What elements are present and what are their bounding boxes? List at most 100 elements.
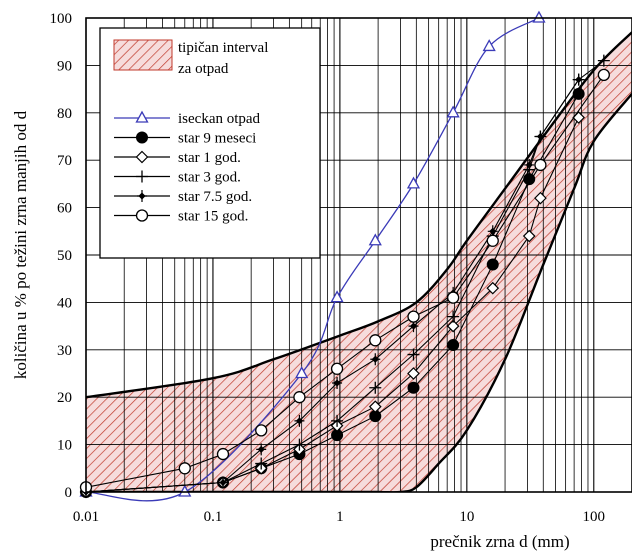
marker-triangle [406,176,421,189]
data-point [534,158,547,172]
marker-diamond [534,191,547,205]
legend-label: star 3 god. [178,170,241,186]
marker-plus [136,170,148,183]
x-tick-label: 0.1 [204,509,223,525]
data-point [331,414,344,427]
data-point [255,457,268,470]
plot-frame [85,17,632,493]
series-line [85,74,605,488]
data-point [446,105,460,118]
legend-label-band-line1: tipičan interval [178,40,268,56]
data-point [597,68,610,82]
data-point [407,367,420,380]
x-tick-label: 0.01 [73,509,99,525]
series-1 [79,10,546,502]
marker-diamond [522,229,536,243]
marker-triangle [532,10,546,23]
data-point [256,443,267,456]
x-tick-label: 100 [583,509,606,525]
data-point [216,447,230,461]
data-point [447,310,460,323]
marker-open-circle [369,334,382,347]
marker-star-center [333,379,341,387]
marker-open-circle [534,158,547,172]
legend-label: star 9 meseci [178,131,256,147]
data-point [446,319,460,333]
data-point [178,484,192,497]
data-point [255,424,268,437]
data-point [486,258,499,271]
data-point [135,209,149,222]
marker-plus [293,438,306,451]
marker-triangle [446,105,460,118]
y-tick-label: 40 [57,295,72,311]
legend-label: star 15 god. [178,209,248,225]
data-point [370,353,381,366]
legend: tipičan interval za otpad iseckan otpad s… [99,27,321,259]
data-point [136,170,148,183]
data-point [178,462,191,475]
x-axis-title: prečnik zrna d (mm) [430,532,569,551]
y-tick-label: 10 [57,438,72,454]
y-tick-label: 20 [57,390,72,406]
data-point [294,414,305,427]
marker-plus [369,381,382,394]
data-point [136,131,148,144]
series-line [85,79,580,493]
data-point [293,438,306,451]
marker-triangle [178,484,192,497]
y-tick-label: 0 [65,485,73,501]
band-lower-boundary [86,93,632,492]
marker-diamond [135,150,149,164]
data-point [447,339,460,352]
marker-open-circle [178,462,191,475]
marker-star-center [525,161,533,169]
y-tick-label: 90 [57,58,72,74]
y-tick-label: 60 [57,201,72,217]
data-point [332,376,343,389]
y-tick-label: 50 [57,248,72,264]
y-tick-label: 70 [57,153,72,169]
series-line [85,117,580,493]
series-6 [79,68,610,494]
marker-open-circle [135,209,149,222]
marker-filled-circle [447,339,460,352]
marker-triangle [135,110,149,123]
marker-open-circle [407,310,420,323]
marker-filled-circle [136,131,148,144]
marker-star-center [295,417,303,425]
marker-open-circle [330,362,344,375]
data-point [368,400,382,414]
data-point [406,176,421,189]
legend-swatch-band [113,39,173,71]
marker-plus [597,54,610,67]
data-point [330,290,344,303]
data-point [572,87,585,100]
marker-open-circle [216,447,230,461]
marker-filled-circle [486,258,499,271]
marker-triangle [368,233,382,246]
data-point [217,476,228,489]
marker-open-circle [486,234,499,247]
marker-diamond [407,367,420,380]
data-point [486,234,499,247]
marker-open-circle [446,291,460,304]
marker-diamond [486,281,500,295]
data-point [486,281,500,295]
marker-plus [447,310,460,323]
y-tick-label: 100 [50,11,73,27]
data-point [407,310,420,323]
marker-open-circle [255,424,268,437]
marker-star-center [409,322,418,330]
legend-entry: star 7.5 god. [114,189,252,205]
legend-entry: star 15 god. [114,209,248,225]
data-point [532,10,546,23]
marker-star-center [138,192,146,200]
legend-label-band-line2: za otpad [178,61,229,77]
data-point [330,362,344,375]
legend-entry: iseckan otpad [114,110,261,127]
data-point [369,334,382,347]
data-point [407,381,420,394]
